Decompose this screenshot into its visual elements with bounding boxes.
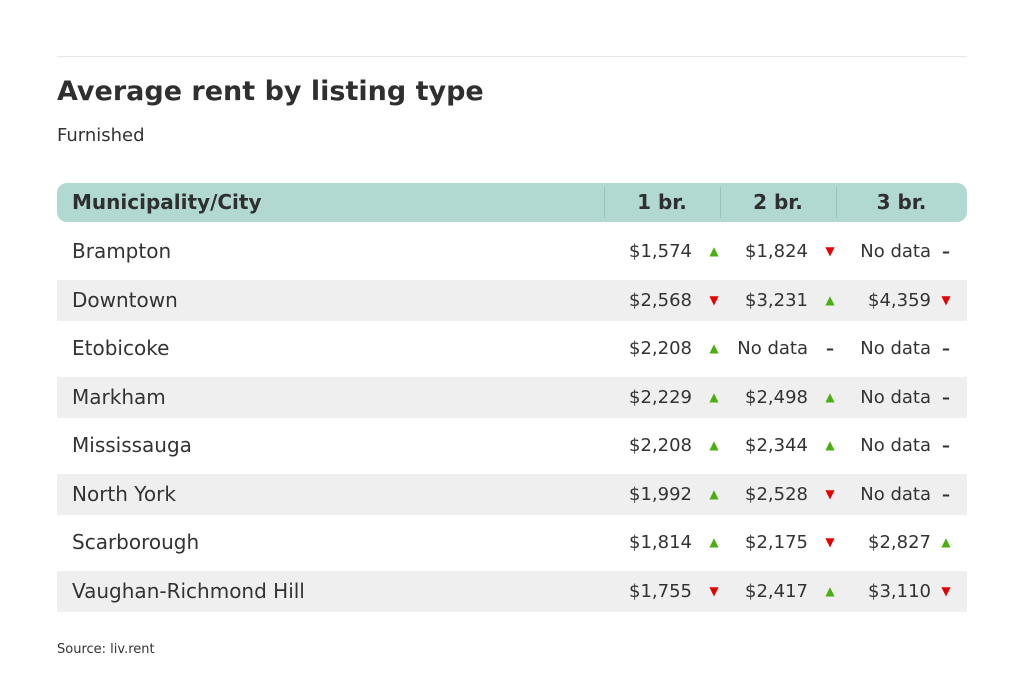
table-row: Etobicoke $2,208 ▲ No data – No data – [57,328,967,369]
source-note: Source: liv.rent [57,642,155,657]
trend-flat-icon: – [942,484,950,504]
rent-value: No data [860,241,931,262]
trend-flat-icon: – [942,436,950,455]
city-name: Markham [72,384,166,409]
rent-value: $2,208 [629,338,692,359]
rent-value: $2,417 [745,580,808,602]
trend-down-icon: ▼ [825,244,835,258]
chart-title: Average rent by listing type [57,76,484,107]
table-row: Markham $2,229 ▲ $2,498 ▲ No data – [57,376,967,418]
rent-value: No data [737,338,808,359]
trend-up-icon: ▲ [709,438,719,452]
trend-down-icon: ▼ [941,583,951,598]
table-row: Mississauga $2,208 ▲ $2,344 ▲ No data – [57,425,967,466]
rent-value: No data [860,435,931,456]
column-divider [720,187,721,218]
header-city: Municipality/City [72,190,262,214]
rent-value: $2,344 [745,435,808,456]
rent-value: $1,814 [629,532,692,553]
trend-up-icon: ▲ [709,535,719,549]
rent-value: $1,824 [745,241,808,262]
trend-up-icon: ▲ [825,292,835,307]
rent-value: $2,827 [868,532,931,553]
rent-value: No data [860,386,931,408]
rent-value: $1,755 [629,580,692,602]
column-divider [604,187,605,218]
rent-value: No data [860,338,931,359]
rent-value: $4,359 [868,289,931,311]
rent-value: $3,110 [868,580,931,602]
table-row: Vaughan-Richmond Hill $1,755 ▼ $2,417 ▲ $3,11… [57,570,967,612]
header-1br: 1 br. [637,190,687,214]
rent-value: $2,229 [629,386,692,408]
table-row: North York $1,992 ▲ $2,528 ▼ No data – [57,473,967,515]
trend-flat-icon: – [826,339,834,358]
table-row: Scarborough $1,814 ▲ $2,175 ▼ $2,827 ▲ [57,522,967,563]
trend-up-icon: ▲ [941,535,951,549]
table-row: Brampton $1,574 ▲ $1,824 ▼ No data – [57,231,967,272]
trend-down-icon: ▼ [825,535,835,549]
rent-value: $3,231 [745,289,808,311]
city-name: Brampton [72,239,172,263]
rent-value: $2,208 [629,435,692,456]
trend-up-icon: ▲ [709,389,719,404]
trend-flat-icon: – [942,387,950,407]
table-row: Downtown $2,568 ▼ $3,231 ▲ $4,359 ▼ [57,279,967,321]
trend-up-icon: ▲ [709,486,719,501]
chart-subtitle: Furnished [57,125,145,146]
rent-value: No data [860,483,931,505]
header-2br: 2 br. [753,190,803,214]
trend-up-icon: ▲ [709,244,719,258]
table-header: Municipality/City 1 br. 2 br. 3 br. [57,183,967,222]
city-name: Vaughan-Richmond Hill [72,578,305,603]
city-name: Downtown [72,287,178,312]
trend-down-icon: ▼ [709,583,719,598]
trend-flat-icon: – [942,242,950,261]
rent-value: $2,528 [745,483,808,505]
trend-up-icon: ▲ [825,438,835,452]
trend-down-icon: ▼ [709,292,719,307]
city-name: Mississauga [72,433,192,457]
trend-up-icon: ▲ [825,389,835,404]
rent-value: $1,574 [629,241,692,262]
rent-value: $2,568 [629,289,692,311]
rent-value: $2,175 [745,532,808,553]
trend-flat-icon: – [942,339,950,358]
trend-down-icon: ▼ [941,292,951,307]
city-name: Scarborough [72,530,200,554]
trend-up-icon: ▲ [825,583,835,598]
trend-up-icon: ▲ [709,341,719,355]
trend-down-icon: ▼ [825,486,835,501]
top-divider [57,56,967,57]
header-3br: 3 br. [876,190,927,214]
city-name: Etobicoke [72,336,170,360]
city-name: North York [72,481,176,506]
rent-value: $1,992 [629,483,692,505]
column-divider [836,187,837,218]
rent-value: $2,498 [745,386,808,408]
